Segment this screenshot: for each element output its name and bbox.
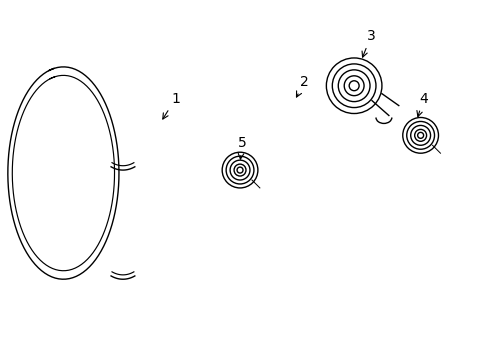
Text: 4: 4 <box>416 91 427 117</box>
Text: 5: 5 <box>237 136 246 159</box>
Text: 2: 2 <box>296 75 308 97</box>
Text: 3: 3 <box>361 29 375 57</box>
Text: 1: 1 <box>163 91 180 119</box>
